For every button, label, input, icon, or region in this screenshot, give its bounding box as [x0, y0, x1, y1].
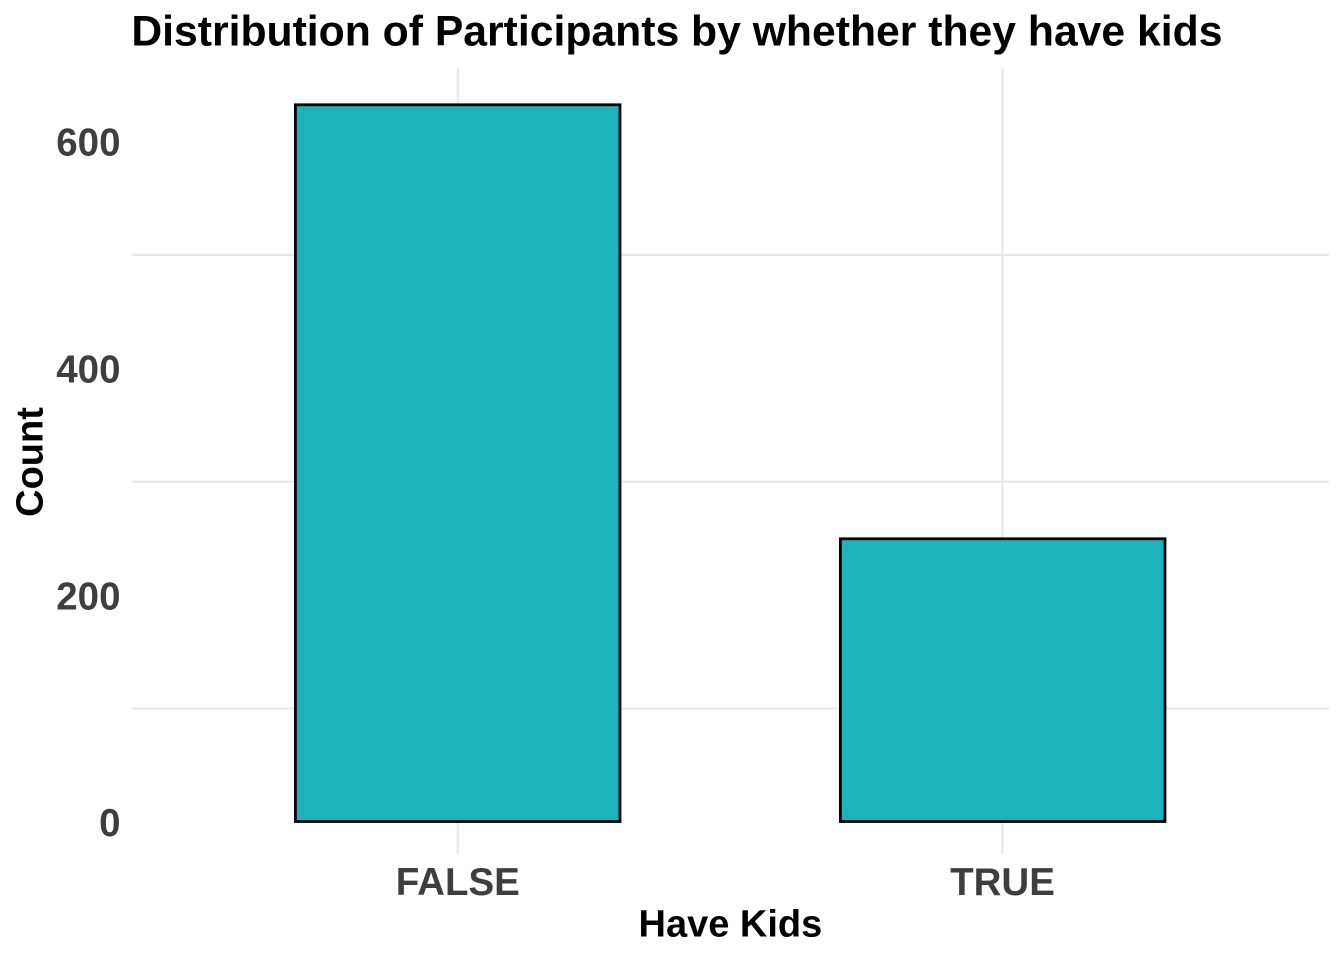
svg-text:0: 0 [99, 802, 120, 845]
svg-text:Have Kids: Have Kids [639, 904, 823, 946]
svg-text:TRUE: TRUE [950, 861, 1055, 904]
svg-text:Count: Count [10, 407, 52, 517]
svg-text:400: 400 [56, 349, 120, 392]
svg-text:200: 200 [56, 576, 120, 619]
svg-text:600: 600 [56, 122, 120, 165]
svg-text:FALSE: FALSE [396, 861, 520, 904]
svg-text:Distribution of Participants b: Distribution of Participants by whether … [131, 8, 1222, 56]
